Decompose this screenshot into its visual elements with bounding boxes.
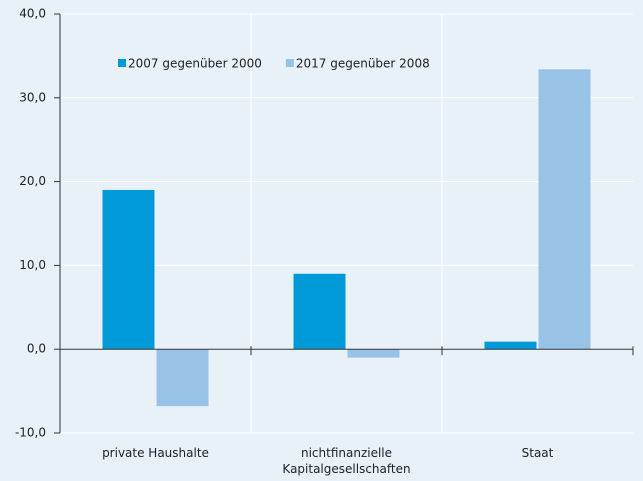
bar	[538, 69, 591, 350]
x-tick-label: nichtfinanzielle Kapitalgesellschaften	[282, 446, 411, 476]
bar	[156, 349, 209, 407]
bar	[347, 349, 400, 358]
legend-swatch	[285, 59, 294, 67]
legend-swatch	[118, 59, 126, 67]
bar	[484, 341, 537, 350]
legend-label: 2007 gegenüber 2000	[128, 57, 262, 71]
bar	[102, 189, 155, 350]
y-tick-label: 20,0	[19, 174, 46, 188]
x-tick-label: Staat	[521, 446, 554, 460]
y-tick-label: -10,0	[15, 426, 46, 440]
y-tick-label: 10,0	[19, 258, 46, 272]
y-tick-label: 0,0	[27, 342, 46, 356]
y-tick-label: 40,0	[19, 7, 46, 21]
y-tick-label: 30,0	[19, 90, 46, 104]
bar	[293, 273, 346, 350]
x-tick-label: private Haushalte	[102, 446, 209, 460]
legend-label: 2017 gegenüber 2008	[296, 57, 430, 71]
